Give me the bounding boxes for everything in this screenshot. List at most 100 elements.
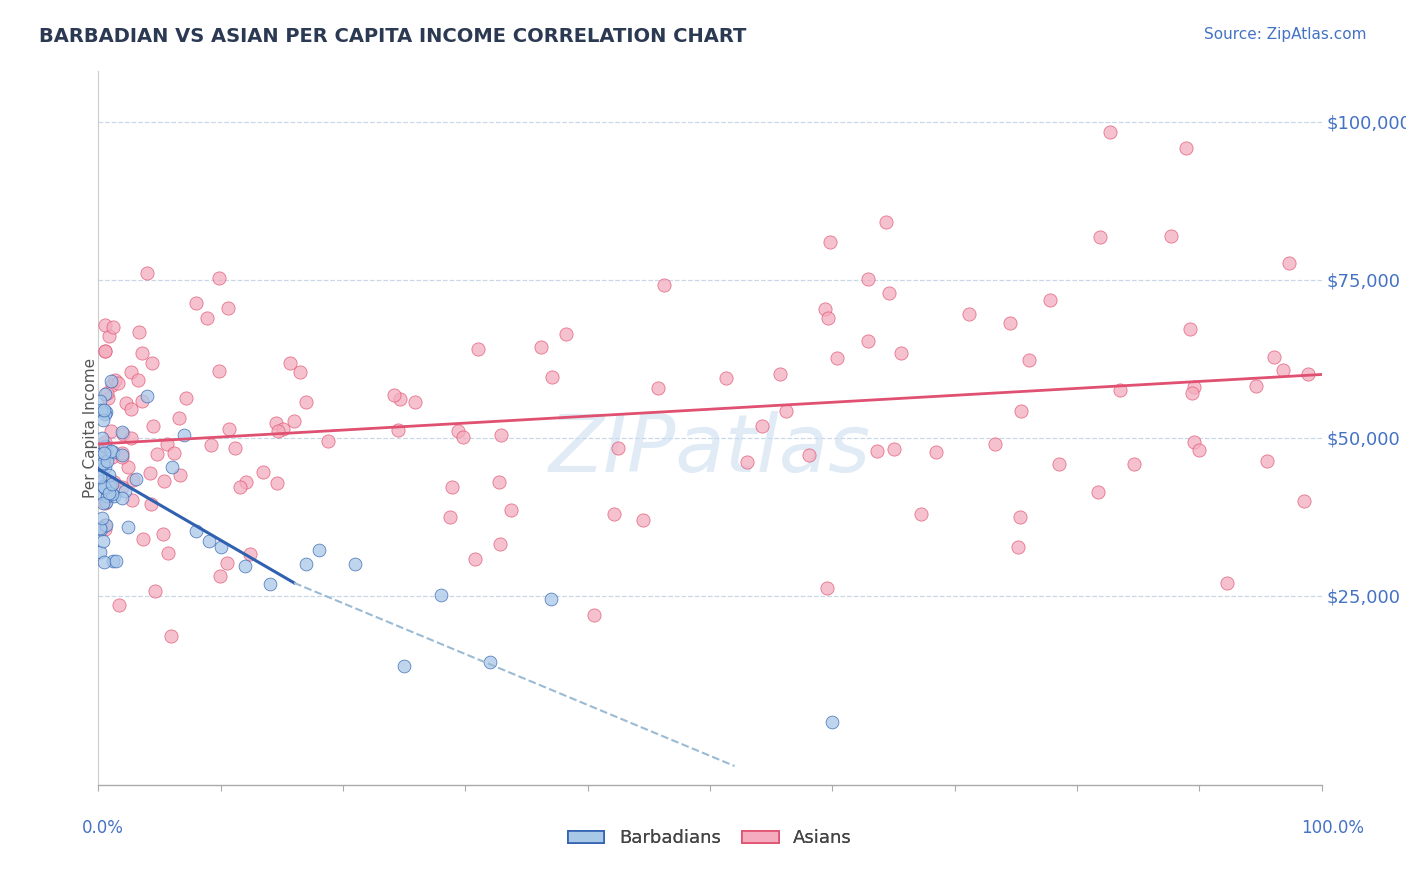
Point (122, 473, 145, 487)
Point (925, 445, 948, 459)
Point (1216, 576, 1239, 591)
Point (98, 479, 121, 493)
Point (387, 423, 409, 437)
Point (90, 465, 112, 479)
Point (797, 448, 820, 462)
Point (883, 442, 905, 456)
Point (121, 492, 143, 507)
Point (93, 518, 115, 533)
Point (235, 475, 257, 489)
Point (111, 450, 134, 464)
Point (215, 557, 238, 571)
Point (1088, 230, 1111, 244)
Point (858, 272, 880, 286)
Point (197, 534, 219, 549)
Point (467, 343, 489, 357)
Point (451, 429, 474, 443)
Point (259, 577, 281, 591)
Point (866, 443, 889, 458)
Point (93, 480, 115, 494)
Point (998, 316, 1021, 330)
Point (131, 393, 153, 408)
Point (94, 481, 117, 495)
Point (90, 510, 112, 524)
Point (91, 479, 114, 493)
Point (441, 480, 464, 494)
Point (910, 507, 932, 521)
Point (464, 551, 486, 566)
Point (141, 356, 163, 370)
Point (983, 436, 1005, 450)
Point (430, 589, 453, 603)
Point (1296, 368, 1319, 382)
Point (344, 558, 367, 572)
Point (1256, 454, 1278, 468)
Point (89, 458, 111, 473)
Point (1109, 383, 1132, 397)
Point (1182, 434, 1205, 449)
Point (541, 370, 564, 384)
Point (388, 392, 411, 407)
Point (529, 340, 551, 354)
Point (100, 477, 122, 491)
Point (1039, 293, 1062, 307)
Point (101, 486, 124, 500)
Text: 100.0%: 100.0% (1302, 819, 1364, 837)
Point (283, 414, 305, 428)
Point (602, 507, 624, 521)
Point (91, 496, 114, 510)
Point (821, 714, 844, 729)
Point (100, 425, 122, 439)
Point (957, 307, 980, 321)
Point (90, 474, 112, 488)
Point (447, 424, 470, 438)
Point (218, 422, 240, 436)
Point (252, 465, 274, 479)
Point (93, 454, 115, 468)
Point (105, 554, 128, 568)
Point (98, 328, 121, 343)
Point (264, 416, 287, 430)
Point (125, 472, 148, 486)
Point (239, 547, 262, 561)
Point (96, 489, 118, 503)
Text: ZIPatlas: ZIPatlas (548, 410, 872, 489)
Point (131, 345, 153, 359)
Point (647, 381, 669, 395)
Point (167, 410, 190, 425)
Point (146, 447, 169, 461)
Point (90, 522, 112, 536)
Point (103, 475, 125, 490)
Point (295, 557, 318, 571)
Point (173, 428, 195, 442)
Point (290, 365, 312, 379)
Legend: Barbadians, Asians: Barbadians, Asians (561, 822, 859, 855)
Point (89, 447, 111, 461)
Point (1178, 321, 1201, 335)
Point (97, 486, 120, 500)
Point (132, 532, 155, 546)
Point (93, 442, 115, 456)
Point (825, 351, 848, 365)
Point (1272, 363, 1295, 377)
Point (103, 554, 125, 568)
Point (111, 491, 134, 506)
Point (153, 474, 176, 488)
Point (111, 425, 134, 440)
Point (267, 424, 290, 438)
Point (1244, 378, 1267, 392)
Point (489, 427, 512, 442)
Point (120, 401, 142, 416)
Point (101, 377, 124, 392)
Point (120, 431, 142, 445)
Point (101, 445, 124, 459)
Point (186, 296, 208, 310)
Point (160, 460, 183, 475)
Point (209, 540, 232, 554)
Point (96, 386, 118, 401)
Point (141, 498, 163, 512)
Point (877, 286, 900, 301)
Point (266, 475, 288, 490)
Point (115, 396, 138, 410)
Point (815, 581, 838, 595)
